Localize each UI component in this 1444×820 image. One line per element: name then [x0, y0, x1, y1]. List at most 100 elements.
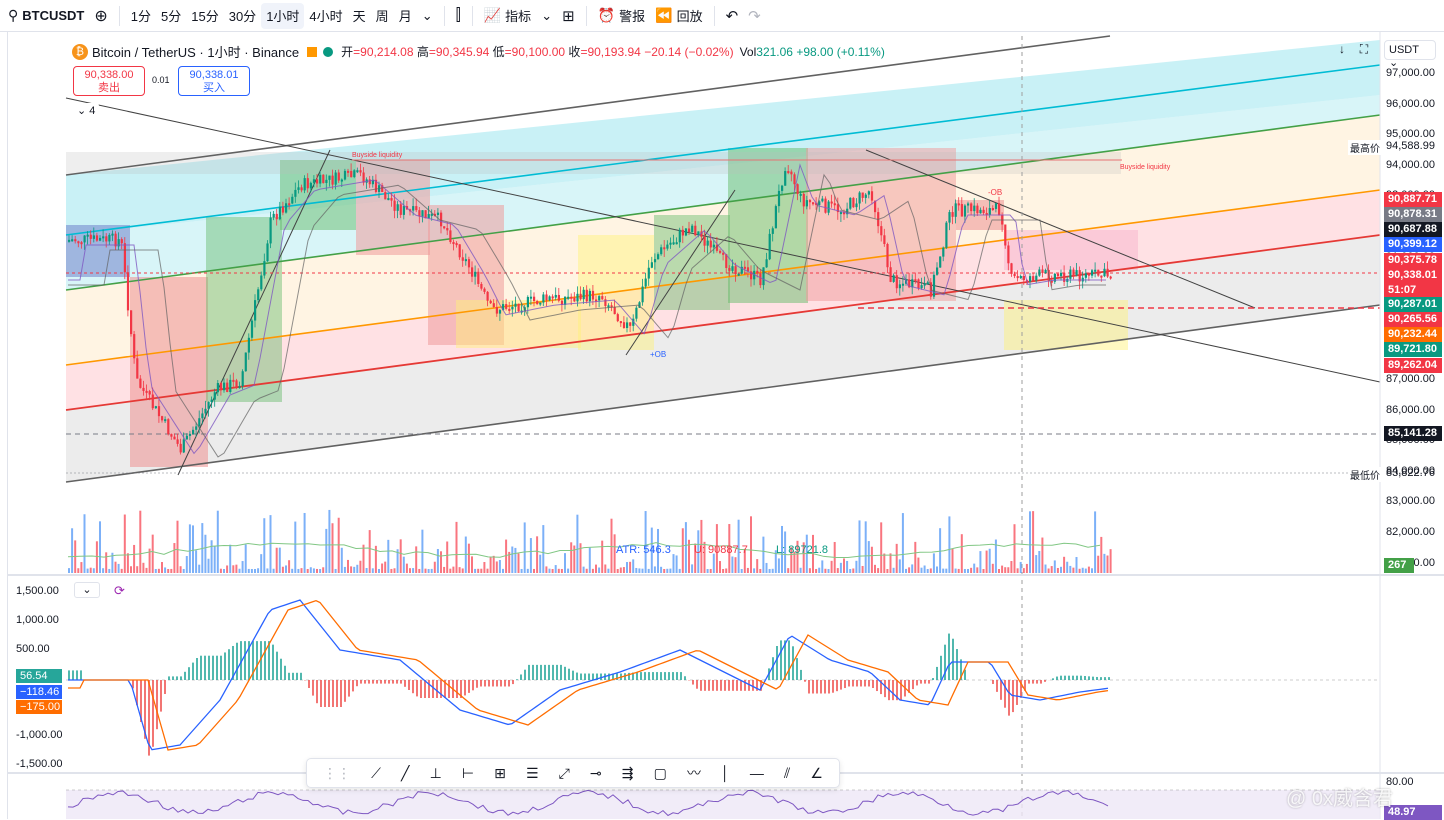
- price-tag: 90,338.01: [1384, 268, 1442, 283]
- indicators-label: 指标: [505, 6, 531, 25]
- alert-label: 警报: [619, 6, 645, 25]
- currency-select[interactable]: USDT ⌄: [1384, 40, 1436, 60]
- top-toolbar: ⚲ BTCUSDT ⊕ 1分 5分 15分 30分 1小时 4小时 天 周 月 …: [0, 0, 1444, 32]
- fib-fan-icon[interactable]: ∠: [810, 765, 823, 782]
- ray-icon[interactable]: ⤢: [559, 765, 570, 782]
- tf-1m[interactable]: 1分: [126, 3, 156, 29]
- ohlc-values: 开=90,214.08 高=90,345.94 低=90,100.00 收=90…: [341, 43, 733, 60]
- ob-minus-label: -OB: [988, 188, 1002, 197]
- flag-icon: [307, 47, 317, 57]
- arrow-down-icon[interactable]: ↓: [1332, 42, 1352, 60]
- chart-legend: ₿ Bitcoin / TetherUS · 1小时 · Binance 开=9…: [72, 42, 885, 61]
- lowest-price-label: 最低价: [1348, 467, 1382, 482]
- pitchfork-icon[interactable]: ⫽: [784, 765, 790, 782]
- tf-4h[interactable]: 4小时: [304, 3, 347, 29]
- drawing-toolbar: ⋮⋮ ⟋ ╱ ⊥ ⊢ ⊞ ☰ ⤢ ⊸ ⇶ ▢ 〰 │ — ⫽ ∠: [306, 758, 840, 788]
- price-tag: 90,399.12: [1384, 237, 1442, 252]
- macd-tick: -1,000.00: [16, 729, 62, 741]
- macd-tick: 1,500.00: [16, 585, 59, 597]
- price-tick: 87,000.00: [1382, 373, 1440, 385]
- volume-legend: Vol321.06 +98.00 (+0.11%): [740, 45, 885, 59]
- macd-line-tag: −118.46: [16, 685, 62, 699]
- trend-angle-icon[interactable]: ⟋: [371, 765, 381, 782]
- replay-button[interactable]: ⏪ 回放: [650, 3, 707, 29]
- chart-title[interactable]: Bitcoin / TetherUS · 1小时 · Binance: [92, 42, 299, 61]
- buyside-label-2: Buyside liquidity: [1120, 164, 1170, 171]
- path-icon[interactable]: 〰: [687, 763, 701, 783]
- spread-value: 0.01: [152, 75, 170, 85]
- price-tag: 90,687.88: [1384, 222, 1442, 237]
- price-tag: 90,287.01: [1384, 297, 1442, 312]
- horizontal-measure-icon[interactable]: ⊢: [462, 765, 474, 782]
- chart-area[interactable]: [0, 32, 1444, 819]
- tf-1mo[interactable]: 月: [394, 3, 417, 29]
- tf-15m[interactable]: 15分: [186, 3, 223, 29]
- compare-button[interactable]: ⊕: [89, 3, 112, 29]
- symbol-label: BTCUSDT: [22, 8, 84, 23]
- indicators-collapse-button[interactable]: ⌄ 4: [73, 103, 99, 118]
- redo-icon[interactable]: ↷: [743, 3, 766, 29]
- volume-tag: 267: [1384, 558, 1414, 573]
- replay-label: 回放: [677, 6, 703, 25]
- price-tag: 89,721.80: [1384, 342, 1442, 357]
- price-tag: 90,232.44: [1384, 327, 1442, 342]
- channel-icon[interactable]: ⇶: [622, 765, 634, 782]
- macd-hist-tag: 56.54: [16, 669, 62, 683]
- chevron-down-icon[interactable]: ⌄: [536, 3, 557, 29]
- bitcoin-logo-icon: ₿: [72, 44, 88, 60]
- fullscreen-icon[interactable]: ⛶: [1354, 42, 1374, 60]
- chevron-down-icon[interactable]: ⌄: [417, 3, 438, 29]
- drawing-sidebar: [0, 32, 8, 819]
- macd-signal-tag: −175.00: [16, 700, 62, 714]
- buyside-label-1: Buyside liquidity: [352, 152, 402, 159]
- price-tick: 82,000.00: [1382, 526, 1440, 538]
- buy-button[interactable]: 90,338.01 买入: [178, 66, 250, 96]
- vertical-measure-icon[interactable]: ⊥: [430, 765, 442, 782]
- price-tag: 51:07: [1384, 283, 1442, 298]
- parallel-lines-icon[interactable]: ☰: [526, 765, 539, 782]
- market-open-icon: [323, 47, 333, 57]
- price-tick: 86,000.00: [1382, 404, 1440, 416]
- undo-icon[interactable]: ↶: [721, 3, 744, 29]
- lowest-price-value: 83,822.76: [1382, 467, 1440, 479]
- drag-handle-icon[interactable]: ⋮⋮: [323, 765, 351, 782]
- macd-tick: 1,000.00: [16, 614, 59, 626]
- symbol-search-button[interactable]: ⚲ BTCUSDT: [0, 3, 89, 29]
- tf-1w[interactable]: 周: [371, 3, 394, 29]
- price-tag: 90,265.56: [1384, 312, 1442, 327]
- upper-label: U: 90887.7: [694, 544, 748, 556]
- macd-tick: -1,500.00: [16, 758, 62, 770]
- price-tag: 90,878.31: [1384, 207, 1442, 222]
- macd-collapse-button[interactable]: ⌄: [74, 582, 100, 598]
- price-tick: 94,000.00: [1382, 159, 1440, 171]
- tf-5m[interactable]: 5分: [156, 3, 186, 29]
- price-tick: 96,000.00: [1382, 98, 1440, 110]
- rewind-icon: ⏪: [655, 7, 672, 24]
- layouts-grid-icon[interactable]: ⊞: [557, 3, 580, 29]
- refresh-icon[interactable]: ⟳: [114, 583, 125, 599]
- macd-tick: 500.00: [16, 643, 50, 655]
- price-tag: 90,375.78: [1384, 253, 1442, 268]
- indicators-button[interactable]: 📈 指标: [479, 3, 536, 29]
- chart-canvas[interactable]: [0, 32, 1444, 819]
- candles-icon[interactable]: ⫿: [451, 3, 466, 29]
- crosshair-box-icon[interactable]: ⊞: [494, 765, 506, 782]
- rectangle-icon[interactable]: ▢: [654, 765, 667, 782]
- vertical-line-icon[interactable]: │: [721, 765, 730, 781]
- sell-button[interactable]: 90,338.00 卖出: [73, 66, 145, 96]
- price-tick: 97,000.00: [1382, 67, 1440, 79]
- price-tick: 83,000.00: [1382, 495, 1440, 507]
- ob-plus-label: +OB: [650, 350, 666, 359]
- alert-button[interactable]: ⏰ 警报: [593, 3, 650, 29]
- tf-1d[interactable]: 天: [348, 3, 371, 29]
- price-tag: 85,141.28: [1384, 426, 1442, 441]
- price-tag: 89,262.04: [1384, 358, 1442, 373]
- tf-30m[interactable]: 30分: [224, 3, 261, 29]
- trend-line-icon[interactable]: ╱: [401, 765, 409, 782]
- highest-price-value: 94,588.99: [1382, 140, 1440, 152]
- horizontal-ray-icon[interactable]: ⊸: [590, 765, 602, 782]
- watermark: @ 0x威含君: [1286, 782, 1393, 811]
- tf-1h[interactable]: 1小时: [261, 3, 304, 29]
- horizontal-line-icon[interactable]: —: [750, 765, 764, 781]
- highest-price-label: 最高价: [1348, 140, 1382, 155]
